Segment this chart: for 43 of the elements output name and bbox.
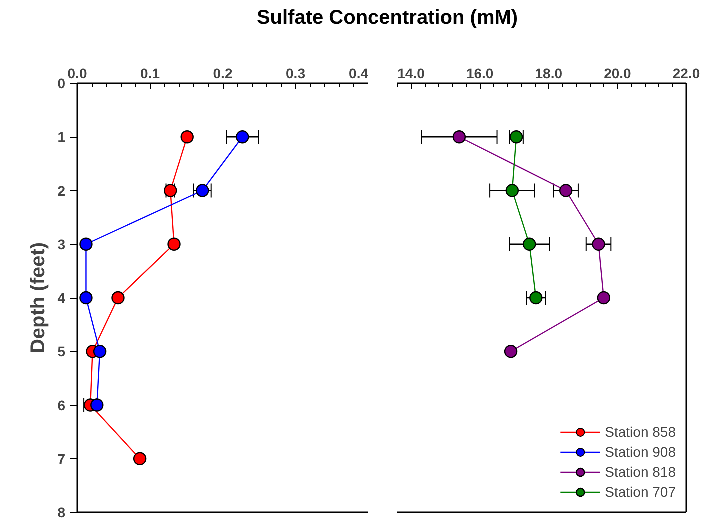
legend-label: Station 707 xyxy=(605,484,676,500)
y-tick-label: 6 xyxy=(58,397,66,414)
x-tick-label: 18.0 xyxy=(535,66,563,82)
y-tick-label: 4 xyxy=(58,290,66,306)
point xyxy=(236,130,250,144)
x-tick-label: 0.3 xyxy=(286,66,306,82)
y-tick-label: 0 xyxy=(58,76,66,92)
point xyxy=(112,291,125,305)
x-tick-label: 0.1 xyxy=(140,66,160,82)
point xyxy=(168,238,181,251)
y-axis-title: Depth (feet) xyxy=(28,242,50,354)
y-tick-label: 8 xyxy=(58,504,66,520)
point xyxy=(80,238,93,251)
x-tick-label: 16.0 xyxy=(466,66,494,82)
y-tick-label: 1 xyxy=(58,129,66,146)
point xyxy=(523,238,536,251)
legend-label: Station 908 xyxy=(605,444,676,460)
legend-label: Station 818 xyxy=(605,464,676,480)
point xyxy=(559,184,573,198)
point xyxy=(93,345,107,358)
y-tick-label: 3 xyxy=(58,236,66,252)
point xyxy=(506,184,520,198)
point xyxy=(530,291,543,305)
point xyxy=(597,291,611,305)
x-tick-label: 0.4 xyxy=(349,66,369,82)
legend-label: Station 858 xyxy=(605,424,676,440)
x-tick-label: 14.0 xyxy=(398,66,426,82)
x-tick-label: 22.0 xyxy=(672,66,700,82)
point xyxy=(452,130,466,144)
x-tick-label: 0.2 xyxy=(213,66,233,82)
y-tick-label: 7 xyxy=(58,450,66,467)
point xyxy=(133,452,147,466)
point xyxy=(196,184,210,198)
point xyxy=(504,345,518,358)
x-axis-title: Sulfate Concentration (mM) xyxy=(256,6,518,31)
point xyxy=(80,291,93,305)
x-tick-label: 20.0 xyxy=(604,66,632,82)
x-tick-label: 0.0 xyxy=(68,66,88,82)
point xyxy=(90,398,104,412)
y-tick-label: 2 xyxy=(58,182,66,199)
point xyxy=(180,130,194,144)
point xyxy=(592,238,606,251)
y-tick-label: 5 xyxy=(58,344,66,360)
